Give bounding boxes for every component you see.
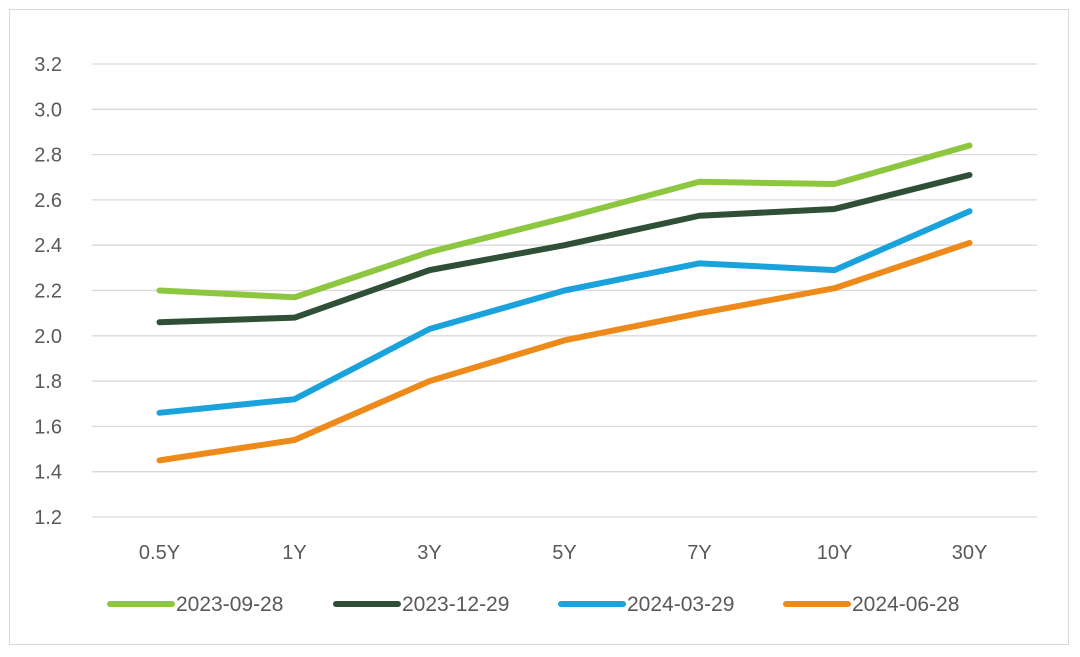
y-tick-label: 1.6 [34,416,62,438]
x-tick-label: 3Y [417,542,441,564]
x-tick-label: 10Y [817,542,853,564]
x-tick-label: 5Y [552,542,576,564]
y-tick-label: 2.2 [34,281,62,303]
legend-label: 2024-03-29 [627,593,734,616]
y-tick-label: 2.6 [34,190,62,212]
y-tick-label: 3.2 [34,54,62,76]
legend-label: 2023-09-28 [176,593,283,616]
y-tick-label: 2.4 [34,235,62,257]
series-line-2024-03-29 [156,208,973,416]
legend-label: 2023-12-29 [402,593,509,616]
series-line-2023-09-28 [156,142,973,301]
gridlines [92,63,1037,518]
x-tick-label: 7Y [687,542,711,564]
x-tick-label: 0.5Y [139,542,180,564]
series-line-2024-06-28 [156,239,973,464]
y-tick-label: 1.8 [34,371,62,393]
series-line-2023-12-29 [156,171,973,326]
y-tick-label: 1.2 [34,507,62,529]
y-axis-ticks: 1.2 1.4 1.6 1.8 2.0 2.2 2.4 2.6 2.8 3.0 3.2 [34,54,62,529]
y-tick-label: 3.0 [34,99,62,121]
y-tick-label: 2.8 [34,145,62,167]
legend: 2023-09-28 2023-12-29 2024-03-29 2024-06-28 [107,593,959,616]
chart-frame [9,9,1069,645]
x-tick-label: 1Y [282,542,306,564]
legend-label: 2024-06-28 [852,593,959,616]
x-tick-label: 30Y [952,542,988,564]
x-axis-ticks: 0.5Y 1Y 3Y 5Y 7Y 10Y 30Y [139,542,987,564]
y-tick-label: 2.0 [34,326,62,348]
y-tick-label: 1.4 [34,462,62,484]
series-lines [156,142,973,464]
